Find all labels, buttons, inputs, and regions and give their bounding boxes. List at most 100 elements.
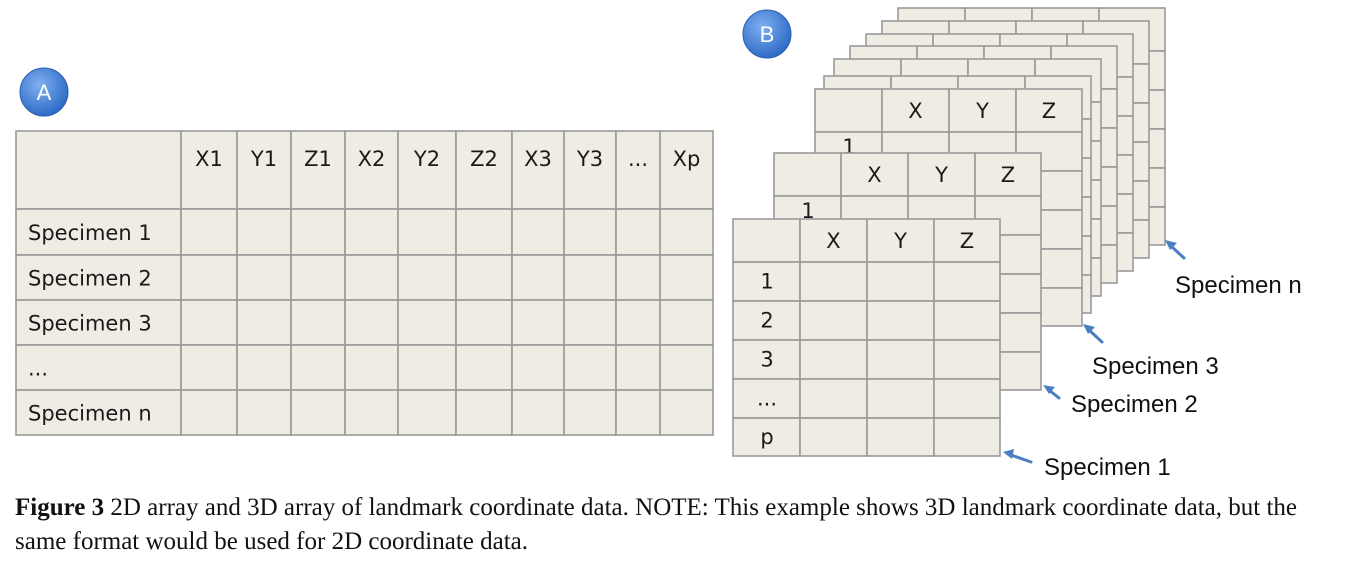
table-2d-cell bbox=[180, 208, 238, 256]
table-3d-row-label: 1 bbox=[801, 199, 814, 223]
table-2d-column-header: Z1 bbox=[304, 147, 332, 171]
table-2d-cell bbox=[563, 208, 617, 256]
table-2d-cell bbox=[563, 130, 617, 210]
table-2d-cell bbox=[180, 344, 238, 391]
table-2d-cell bbox=[563, 389, 617, 436]
table-3d-row-label: p bbox=[760, 425, 773, 449]
table-2d-cell bbox=[563, 344, 617, 391]
table-2d-cell bbox=[344, 208, 399, 256]
table-2d-cell bbox=[455, 130, 513, 210]
arrow-specimen-2 bbox=[1043, 385, 1061, 400]
table-2d-column-header: X3 bbox=[524, 147, 552, 171]
table-3d-column-header: Z bbox=[1001, 163, 1015, 187]
table-2d-cell bbox=[236, 254, 292, 301]
table-3d-row-label: 1 bbox=[760, 270, 773, 294]
caption-label: Figure 3 bbox=[15, 494, 105, 521]
table-3d-cell bbox=[974, 152, 1042, 197]
table-2d-cell bbox=[659, 208, 714, 256]
table-2d-cell bbox=[397, 344, 457, 391]
table-2d: X1 Y1 Z1 X2 Y2 Z2 X3 Y3... Xp Specimen 1 Specimen … bbox=[15, 130, 714, 436]
table-2d-cell bbox=[511, 254, 565, 301]
table-3d-cell bbox=[732, 339, 801, 380]
table-2d-cell bbox=[344, 254, 399, 301]
specimen-arrows bbox=[1003, 240, 1186, 464]
label-specimen-n: Specimen n bbox=[1175, 272, 1302, 299]
table-2d-cell bbox=[563, 299, 617, 346]
table-2d-cell bbox=[615, 208, 661, 256]
table-2d-cell bbox=[659, 389, 714, 436]
badge-a: A bbox=[19, 67, 69, 117]
table-2d-cell bbox=[344, 299, 399, 346]
table-2d-cell bbox=[236, 344, 292, 391]
table-3d-cell bbox=[840, 152, 909, 197]
table-2d-cell bbox=[511, 389, 565, 436]
table-2d-cell bbox=[563, 254, 617, 301]
table-3d-cell bbox=[866, 378, 935, 419]
table-2d-row-label: Specimen n bbox=[28, 402, 152, 426]
table-3d-cell bbox=[814, 88, 883, 133]
table-3d-cell bbox=[866, 417, 935, 457]
badge-b-label: B bbox=[760, 22, 775, 47]
table-3d-cell bbox=[933, 218, 1001, 263]
badge-b: B bbox=[742, 9, 792, 59]
table-3d-column-header: Z bbox=[960, 229, 974, 253]
table-2d-cell bbox=[455, 299, 513, 346]
caption-text: 2D array and 3D array of landmark coordi… bbox=[15, 494, 1298, 555]
table-2d-cell bbox=[290, 208, 346, 256]
table-2d-cell bbox=[290, 254, 346, 301]
table-2d-cell bbox=[15, 208, 182, 256]
table-2d-cell bbox=[511, 208, 565, 256]
table-2d-cell bbox=[511, 130, 565, 210]
table-2d-cell bbox=[659, 130, 714, 210]
table-3d-column-header: X bbox=[826, 229, 840, 253]
table-2d-cell bbox=[15, 344, 182, 391]
table-2d-cell bbox=[290, 344, 346, 391]
table-2d-cell bbox=[659, 299, 714, 346]
table-2d-cell bbox=[397, 389, 457, 436]
table-3d-cell bbox=[933, 417, 1001, 457]
table-3d-column-header: X bbox=[867, 163, 881, 187]
table-3d-cell bbox=[799, 378, 868, 419]
table-3d-column-header: X bbox=[908, 99, 922, 123]
table-3d-cell bbox=[773, 152, 842, 197]
badge-a-label: A bbox=[37, 80, 52, 105]
table-2d-column-header: Y3 bbox=[576, 147, 603, 171]
table-3d-cell bbox=[866, 339, 935, 380]
table-2d-cell bbox=[290, 299, 346, 346]
table-3d-column-header: Z bbox=[1042, 99, 1056, 123]
table-2d-cell bbox=[180, 254, 238, 301]
table-2d-cell bbox=[659, 254, 714, 301]
table-2d-row-label: ... bbox=[28, 357, 48, 381]
table-2d-cell bbox=[615, 254, 661, 301]
arrow-specimen-3 bbox=[1083, 324, 1104, 344]
arrow-specimen-n bbox=[1165, 240, 1186, 260]
table-2d-cell bbox=[615, 344, 661, 391]
table-2d-cell bbox=[344, 344, 399, 391]
table-2d-column-header: ... bbox=[628, 147, 648, 171]
table-2d-cell bbox=[511, 344, 565, 391]
table-3d-cell bbox=[866, 300, 935, 341]
table-3d-cell bbox=[1015, 88, 1083, 133]
table-2d-column-header: Y1 bbox=[250, 147, 277, 171]
label-specimen-3: Specimen 3 bbox=[1092, 353, 1219, 380]
table-2d-column-header: Y2 bbox=[413, 147, 440, 171]
table-2d-cell bbox=[290, 389, 346, 436]
table-2d-cell bbox=[344, 389, 399, 436]
table-2d-cell bbox=[15, 254, 182, 301]
table-3d-layer-specimen-1: X Y Z 1 2 3... p bbox=[732, 218, 1001, 457]
table-3d-cell bbox=[732, 218, 801, 263]
table-3d-row-label: ... bbox=[757, 387, 777, 411]
table-2d-cell bbox=[397, 130, 457, 210]
table-3d-cell bbox=[933, 339, 1001, 380]
table-2d-column-header: Z2 bbox=[470, 147, 498, 171]
table-2d-cell bbox=[236, 299, 292, 346]
label-specimen-1: Specimen 1 bbox=[1044, 454, 1171, 481]
table-2d-cell bbox=[180, 389, 238, 436]
table-3d-cell bbox=[933, 378, 1001, 419]
table-2d-column-header: X2 bbox=[358, 147, 386, 171]
table-2d-cell bbox=[659, 344, 714, 391]
table-3d-cell bbox=[866, 261, 935, 302]
table-2d-cell bbox=[180, 299, 238, 346]
table-3d-column-header: Y bbox=[975, 99, 989, 123]
